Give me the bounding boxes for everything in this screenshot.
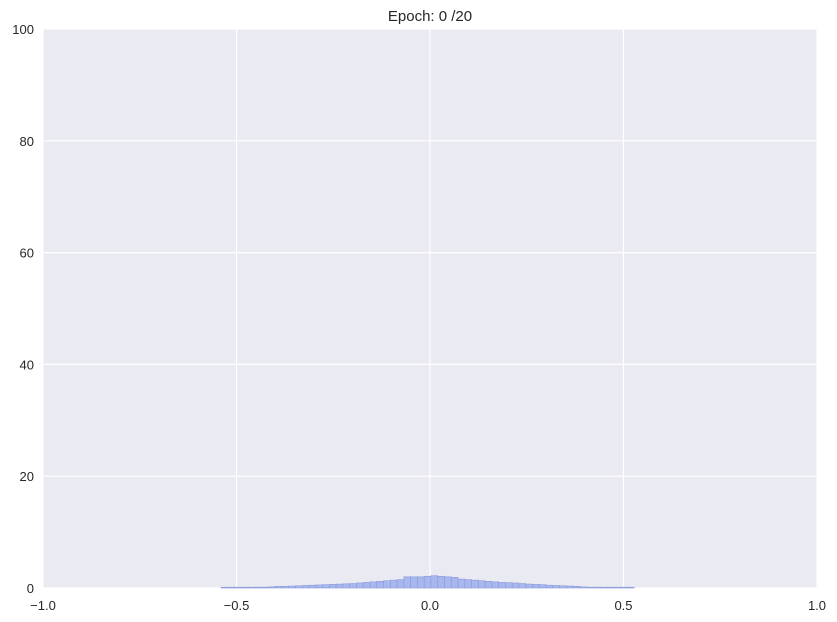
histogram-bar — [593, 586, 601, 589]
histogram-bar — [288, 585, 296, 589]
histogram-bar — [410, 576, 418, 589]
histogram-bar — [322, 584, 330, 589]
histogram-bar — [227, 586, 235, 589]
histogram-bar — [403, 576, 411, 589]
y-tick-label: 0 — [27, 581, 34, 596]
histogram-bar — [437, 575, 445, 589]
histogram-bar — [301, 585, 310, 589]
histogram-bar — [369, 581, 378, 589]
axis-tick-labels: −1.0 −0.5 0.0 0.5 1.0 0 20 40 60 80 100 — [12, 22, 826, 613]
x-tick-label: 0.5 — [614, 598, 632, 613]
histogram-bar — [261, 586, 269, 589]
histogram-bar — [566, 585, 574, 589]
histogram-bar — [498, 582, 506, 589]
histogram-bars — [220, 575, 635, 589]
histogram-bar — [491, 581, 499, 589]
histogram-bar — [430, 575, 439, 589]
histogram-bar — [450, 577, 459, 589]
histogram-bar — [511, 582, 520, 589]
histogram-bar — [586, 586, 594, 589]
histogram-bar — [505, 582, 513, 589]
histogram-bar — [620, 586, 628, 589]
histogram-bar — [356, 582, 364, 589]
histogram-bar — [335, 583, 344, 589]
histogram-bar — [220, 586, 229, 589]
histogram-bar — [532, 584, 540, 589]
histogram-bar — [308, 584, 317, 589]
histogram-bar — [627, 586, 635, 589]
histogram-bar — [457, 578, 466, 589]
histogram-bar — [254, 586, 262, 589]
histogram-bar — [342, 583, 350, 589]
histogram-bar — [539, 584, 547, 589]
histogram-bar — [349, 583, 357, 589]
histogram-bar — [599, 586, 608, 589]
histogram-bar — [552, 585, 560, 589]
histogram-bar — [606, 586, 615, 589]
histogram-bar — [525, 583, 533, 589]
histogram-bar — [390, 579, 398, 589]
histogram-bar — [383, 580, 391, 589]
histogram-bar — [559, 585, 567, 589]
histogram-bar — [471, 579, 479, 589]
y-tick-label: 100 — [12, 22, 34, 37]
histogram-bar — [295, 585, 303, 589]
histogram-bar — [234, 586, 242, 589]
chart-title: Epoch: 0 /20 — [388, 8, 472, 25]
histogram-bar — [274, 586, 283, 589]
histogram-bar — [315, 584, 323, 589]
x-tick-label: 0.0 — [421, 598, 439, 613]
grid-lines — [42, 28, 818, 589]
x-tick-label: 1.0 — [808, 598, 826, 613]
histogram-bar — [268, 586, 276, 589]
histogram-bar — [362, 582, 371, 589]
histogram-bar — [464, 579, 472, 589]
y-tick-label: 60 — [20, 246, 34, 261]
y-tick-label: 80 — [20, 134, 34, 149]
histogram-bar — [281, 586, 290, 589]
x-tick-label: −0.5 — [224, 598, 250, 613]
histogram-bar — [247, 586, 256, 589]
histogram-bar — [572, 586, 581, 589]
histogram-bar — [329, 584, 337, 589]
histogram-bar — [545, 584, 554, 589]
histogram-bar — [518, 583, 527, 589]
histogram-bar — [484, 580, 493, 589]
histogram-bar — [417, 576, 425, 589]
histogram-bar — [444, 576, 452, 589]
histogram-bar — [376, 580, 384, 589]
histogram-bar — [423, 575, 432, 589]
histogram-bar — [613, 586, 621, 589]
histogram-bar — [396, 579, 405, 589]
y-tick-label: 20 — [20, 469, 34, 484]
histogram-bar — [478, 580, 486, 589]
histogram-bar — [241, 586, 249, 589]
histogram-bar — [579, 586, 588, 589]
y-tick-label: 40 — [20, 357, 34, 372]
x-tick-label: −1.0 — [30, 598, 56, 613]
